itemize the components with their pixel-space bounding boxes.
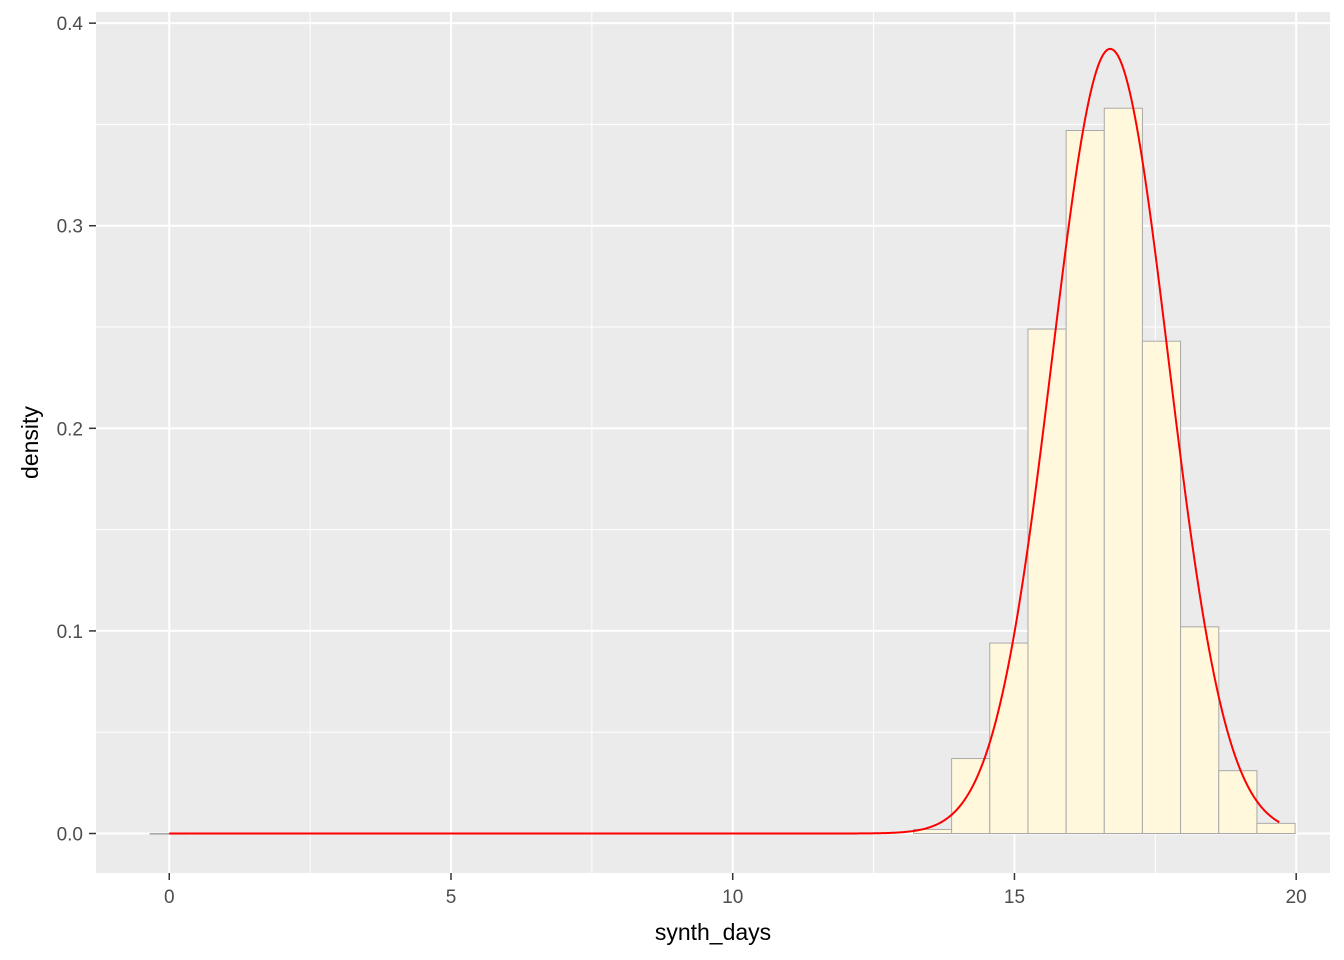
x-tick-label: 15 — [1004, 887, 1025, 908]
x-axis-ticks: 0 5 10 15 20 — [164, 873, 1307, 908]
y-tick-label: 0.3 — [57, 217, 83, 238]
x-tick-label: 5 — [446, 887, 457, 908]
y-tick-label: 0.0 — [57, 824, 83, 845]
histogram-bar — [951, 758, 991, 834]
histogram-bar — [1180, 626, 1220, 834]
y-axis-title: density — [17, 406, 43, 479]
normal-density-curve — [169, 47, 1280, 835]
histogram-bars — [149, 107, 1296, 835]
y-tick-label: 0.1 — [57, 622, 83, 643]
histogram-bar — [1141, 340, 1182, 834]
histogram-bar — [1218, 770, 1258, 834]
y-tick-label: 0.4 — [57, 14, 84, 35]
x-tick-label: 10 — [722, 887, 743, 908]
histogram-bar — [1103, 107, 1143, 834]
x-tick-label: 0 — [164, 887, 175, 908]
histogram-bar — [989, 642, 1029, 834]
x-tick-label: 20 — [1286, 887, 1307, 908]
histogram-bar — [1065, 130, 1105, 834]
histogram-bar — [1256, 822, 1296, 834]
x-axis-title: synth_days — [655, 919, 771, 945]
y-tick-label: 0.2 — [57, 419, 83, 440]
y-axis-ticks: 0.0 0.1 0.2 0.3 0.4 — [57, 14, 96, 845]
